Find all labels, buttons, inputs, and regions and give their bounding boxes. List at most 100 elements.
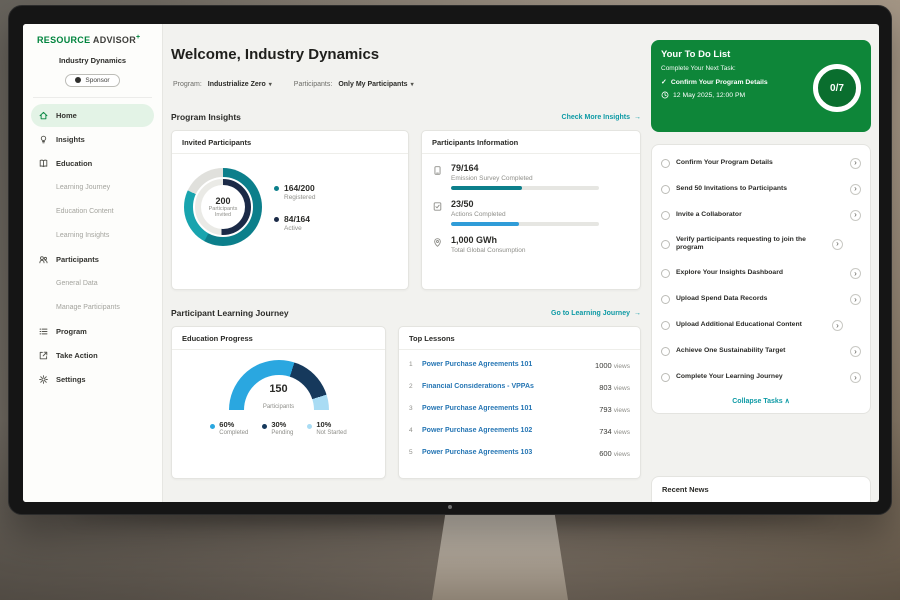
sidebar-item-settings[interactable]: Settings (31, 368, 154, 391)
check-more-insights-link[interactable]: Check More Insights → (561, 113, 641, 121)
todo-next-task: ✓ Confirm Your Program Details (661, 78, 768, 87)
views-label: views (613, 407, 630, 414)
legend-label: Pending (271, 430, 294, 436)
sidebar-item-program[interactable]: Program (31, 320, 154, 343)
lesson-row: 4 Power Purchase Agreements 102 734 views (409, 419, 630, 441)
recent-news-card: Recent News (651, 476, 871, 502)
go-to-learning-journey-link[interactable]: Go to Learning Journey → (551, 309, 641, 317)
legend-dot-registered (274, 185, 279, 191)
task-checkbox[interactable] (661, 210, 670, 220)
sidebar-item-home[interactable]: Home (31, 104, 154, 127)
legend-value: 60% (219, 420, 235, 429)
legend-label: Completed (219, 430, 249, 436)
todo-task-list: Confirm Your Program Details › Send 50 I… (651, 144, 871, 414)
task-chevron[interactable]: › (850, 346, 861, 358)
sidebar-item-learning-insights[interactable]: Learning Insights (31, 224, 154, 247)
task-checkbox[interactable] (661, 158, 670, 168)
sponsor-badge[interactable]: Sponsor (65, 73, 120, 87)
arrow-right-icon: → (634, 113, 641, 121)
lesson-row: 2 Financial Considerations - VPPAs 803 vi… (409, 375, 630, 397)
nav-label: Program (56, 327, 87, 336)
task-row[interactable]: Verify participants requesting to join t… (661, 228, 861, 261)
views-label: views (613, 385, 630, 392)
task-checkbox[interactable] (661, 373, 670, 383)
task-row[interactable]: Achieve One Sustainability Target › (661, 339, 861, 365)
lesson-link[interactable]: Power Purchase Agreements 101 (422, 404, 533, 412)
sidebar-item-education[interactable]: Education (31, 152, 154, 175)
section-title-learning-journey: Participant Learning Journey (171, 308, 289, 318)
sidebar-item-learning-journey[interactable]: Learning Journey (31, 176, 154, 199)
sidebar-item-manage-participants[interactable]: Manage Participants (31, 296, 154, 319)
program-select[interactable]: Industrialize Zero ▾ (208, 81, 272, 88)
task-row[interactable]: Explore Your Insights Dashboard › (661, 261, 861, 287)
filters-row: Program: Industrialize Zero ▾ Participan… (173, 81, 414, 88)
task-chevron[interactable]: › (850, 268, 861, 280)
stat-label: Emission Survey Completed (451, 175, 533, 182)
lesson-views: 1000 (595, 361, 612, 370)
task-row[interactable]: Confirm Your Program Details › (661, 150, 861, 176)
sidebar-item-participants[interactable]: Participants (31, 248, 154, 271)
collapse-tasks-link[interactable]: Collapse Tasks ∧ (732, 397, 790, 405)
legend-dot-active (274, 216, 279, 222)
stat-label: Total Global Consumption (451, 247, 526, 254)
lesson-link[interactable]: Power Purchase Agreements 103 (422, 448, 533, 456)
legend-value: 30% (271, 420, 287, 429)
participants-select-value: Only My Participants (338, 81, 408, 88)
todo-due-date: 12 May 2025, 12:00 PM (661, 91, 861, 99)
org-name: Industry Dynamics (58, 56, 127, 65)
task-chevron[interactable]: › (850, 372, 861, 384)
sidebar: RESOURCE ADVISOR+ Industry Dynamics Spon… (23, 24, 163, 502)
task-chevron[interactable]: › (850, 183, 861, 195)
task-checkbox[interactable] (661, 184, 670, 194)
nav-label: Home (56, 111, 77, 120)
task-row[interactable]: Send 50 Invitations to Participants › (661, 176, 861, 202)
task-checkbox[interactable] (661, 347, 670, 357)
bulb-icon (40, 135, 47, 144)
progress-fill (451, 186, 523, 190)
survey-device-icon (434, 166, 441, 175)
task-row[interactable]: Invite a Collaborator › (661, 202, 861, 228)
todo-title: Your To Do List (661, 49, 731, 60)
task-chevron[interactable]: › (850, 209, 861, 221)
task-row[interactable]: Complete Your Learning Journey › (661, 365, 861, 391)
task-chevron[interactable]: › (850, 294, 861, 306)
task-chevron[interactable]: › (832, 320, 843, 332)
sidebar-item-insights[interactable]: Insights (31, 128, 154, 151)
chevron-up-icon: ∧ (784, 397, 790, 405)
task-chevron[interactable]: › (832, 238, 843, 250)
nav-label: Manage Participants (56, 304, 120, 311)
chevron-down-icon: ▾ (268, 82, 272, 88)
todo-progress-ring: 0/7 (813, 64, 861, 112)
program-insights-header: Program Insights Check More Insights → (171, 112, 641, 122)
card-title: Invited Participants (172, 131, 408, 154)
lesson-rank: 1 (409, 360, 413, 368)
people-icon (39, 256, 48, 264)
sidebar-item-general-data[interactable]: General Data (31, 272, 154, 295)
lesson-link[interactable]: Financial Considerations - VPPAs (422, 382, 534, 390)
task-checkbox[interactable] (661, 295, 670, 305)
sidebar-item-education-content[interactable]: Education Content (31, 200, 154, 223)
sidebar-nav: Home Insights Education Learning Journey (23, 104, 162, 391)
education-progress-gauge-chart: 150 Participants (228, 360, 329, 410)
consumption-pin-icon (434, 238, 441, 247)
task-chevron[interactable]: › (850, 157, 861, 169)
task-checkbox[interactable] (661, 321, 670, 331)
card-title: Participants Information (422, 131, 640, 154)
task-checkbox[interactable] (661, 239, 670, 249)
legend-value: 10% (316, 420, 332, 429)
education-progress-card: Education Progress 150 Participants (171, 326, 386, 479)
task-checkbox[interactable] (661, 269, 670, 279)
participants-select[interactable]: Only My Participants ▾ (338, 81, 413, 88)
logo-advisor: ADVISOR (92, 35, 136, 45)
task-row[interactable]: Upload Additional Educational Content › (661, 313, 861, 339)
lesson-link[interactable]: Power Purchase Agreements 102 (422, 426, 533, 434)
task-row[interactable]: Upload Spend Data Records › (661, 287, 861, 313)
lesson-views: 734 (599, 427, 612, 436)
lesson-rank: 5 (409, 448, 413, 456)
lesson-views: 793 (599, 405, 612, 414)
donut-legend: 164/200 Registered 84/164 Active (274, 183, 315, 232)
sidebar-item-take-action[interactable]: Take Action (31, 344, 154, 367)
lesson-link[interactable]: Power Purchase Agreements 101 (422, 360, 533, 368)
learning-journey-header: Participant Learning Journey Go to Learn… (171, 308, 641, 318)
lesson-row: 3 Power Purchase Agreements 101 793 views (409, 397, 630, 419)
